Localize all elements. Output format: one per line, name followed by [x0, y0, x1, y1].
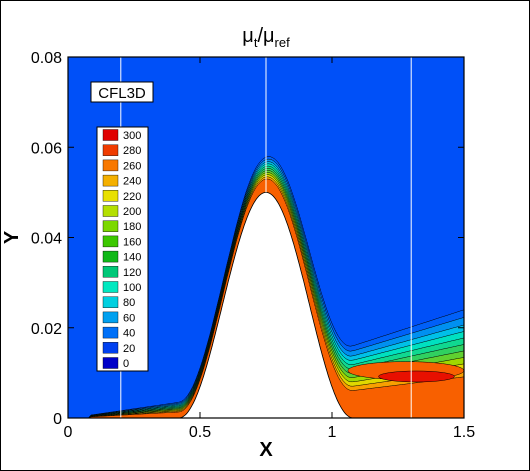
- contour-core-inner: [378, 370, 455, 383]
- x-axis-label: X: [259, 439, 273, 461]
- legend-swatch: [102, 296, 119, 308]
- legend-label: 300: [123, 130, 141, 142]
- y-tick-label: 0.04: [31, 231, 62, 248]
- legend-label: 200: [123, 206, 141, 218]
- legend-swatch: [102, 266, 119, 278]
- legend-swatch: [102, 159, 119, 172]
- legend-swatch: [102, 220, 119, 232]
- legend-label: 40: [123, 328, 135, 340]
- chart-title: μt/μref: [242, 25, 290, 50]
- legend-label: 180: [123, 221, 141, 233]
- legend-swatch: [102, 250, 119, 263]
- legend-swatch: [102, 174, 119, 187]
- legend-swatch: [102, 357, 119, 369]
- legend-swatch: [102, 129, 119, 141]
- legend-swatch: [102, 311, 119, 324]
- bump-body: [178, 191, 354, 418]
- legend-label: 140: [123, 252, 141, 264]
- legend-label: 20: [123, 343, 135, 355]
- legend-swatch: [102, 342, 119, 354]
- x-tick-label: 0: [64, 424, 73, 441]
- legend-label: 240: [123, 176, 141, 188]
- legend-label: 220: [123, 191, 141, 203]
- solver-label: CFL3D: [98, 85, 146, 102]
- legend-label: 80: [123, 297, 135, 309]
- legend-label: 160: [123, 236, 141, 248]
- legend-swatch: [102, 326, 119, 339]
- y-tick-label: 0.08: [31, 50, 62, 67]
- legend-label: 260: [123, 160, 141, 172]
- legend-label: 100: [123, 282, 141, 294]
- legend-label: 120: [123, 267, 141, 279]
- legend-label: 0: [123, 358, 129, 370]
- legend-swatch: [102, 190, 119, 202]
- legend-swatch: [102, 235, 119, 248]
- legend-swatch: [102, 205, 119, 217]
- solver-label-box: [90, 81, 154, 103]
- x-tick-label: 1.5: [453, 424, 475, 441]
- x-tick-label: 0.5: [189, 424, 211, 441]
- y-tick-label: 0.06: [31, 140, 62, 157]
- legend-label: 60: [123, 312, 135, 324]
- y-axis-label: Y: [1, 230, 23, 244]
- y-tick-label: 0.02: [31, 321, 62, 338]
- legend-swatch: [102, 281, 119, 293]
- legend-label: 280: [123, 145, 141, 157]
- x-tick-label: 1: [328, 424, 337, 441]
- legend-swatch: [102, 144, 119, 156]
- y-tick-label: 0: [53, 411, 62, 428]
